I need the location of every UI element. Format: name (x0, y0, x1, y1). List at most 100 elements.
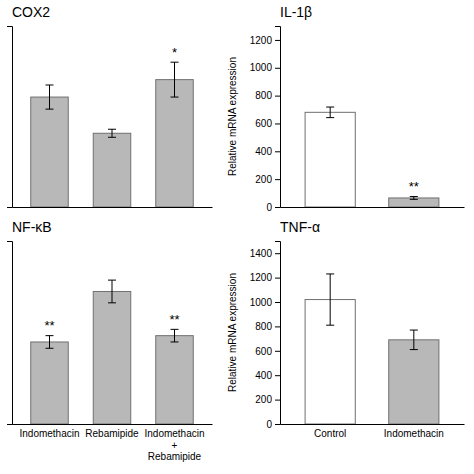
x-axis (13, 207, 213, 208)
y-tick-label: 400 (255, 146, 272, 157)
error-bar (410, 330, 418, 350)
y-axis (7, 27, 13, 208)
y-tick-label: 200 (255, 174, 272, 185)
annotation: ** (44, 318, 54, 333)
error-bar (108, 129, 116, 137)
error-bar (410, 197, 418, 200)
bar (93, 133, 131, 207)
y-axis-label: Relative mRNA expression (227, 273, 238, 392)
panel: Control Indomethacin 0 200 400 600 800 1000 1200… (227, 219, 465, 439)
bar (156, 80, 194, 207)
y-tick-mark (275, 375, 280, 376)
x-tick: Indomethacin+Rebamipide (144, 428, 204, 462)
y-axis-label: Relative mRNA expression (227, 57, 238, 176)
y-tick-mark (275, 351, 280, 352)
y-tick: 1000 (250, 297, 280, 308)
x-axis-line (281, 207, 465, 208)
y-tick-label: 800 (255, 90, 272, 101)
y-tick-label: 600 (255, 118, 272, 129)
annotation: * (172, 45, 177, 60)
y-tick-label: 1000 (250, 297, 273, 308)
bar (156, 336, 194, 424)
bar (93, 291, 131, 424)
y-tick-mark (275, 151, 280, 152)
y-tick: 200 (255, 174, 280, 185)
y-tick: 400 (255, 146, 280, 157)
bar (31, 342, 69, 424)
y-tick-label: 1000 (250, 62, 273, 73)
y-tick: 1200 (250, 35, 280, 46)
error-bar (171, 329, 179, 342)
x-tick-label: Indomethacin (384, 428, 444, 439)
panel: COX2 * (7, 4, 213, 208)
y-tick: 600 (255, 118, 280, 129)
chart-title: COX2 (12, 4, 50, 20)
error-bar (171, 62, 179, 97)
error-bar (108, 280, 116, 303)
y-tick: 800 (255, 90, 280, 101)
y-tick-mark (275, 400, 280, 401)
y-tick-label: 0 (266, 202, 272, 213)
y-axis: 0 200 400 600 800 1000 1200 1400 (250, 242, 281, 430)
y-tick-mark (275, 424, 280, 425)
y-axis: 0 200 400 600 800 1000 1200 (250, 27, 281, 213)
y-tick-mark (275, 123, 280, 124)
x-tick-label: Indomethacin (19, 428, 79, 439)
y-tick-mark (275, 326, 280, 327)
y-tick-mark (275, 278, 280, 279)
x-axis-line (281, 424, 465, 425)
x-tick: Indomethacin (19, 428, 79, 439)
y-tick-label: 0 (266, 419, 272, 430)
x-tick: Rebamipide (85, 428, 139, 439)
y-tick-mark (275, 302, 280, 303)
x-tick-label: Rebamipide (85, 428, 139, 439)
y-axis (7, 242, 13, 425)
y-tick: 800 (255, 321, 280, 332)
y-tick: 0 (266, 419, 280, 430)
error-bar (46, 85, 54, 109)
y-tick: 200 (255, 394, 280, 405)
y-tick: 1400 (250, 248, 280, 259)
y-axis-line (7, 242, 13, 425)
y-tick-mark (275, 253, 280, 254)
y-tick-label: 1200 (250, 272, 273, 283)
x-axis-line (13, 424, 213, 425)
panel: 0 200 400 600 800 1000 1200 Relative mRNA expre… (227, 4, 465, 213)
y-tick: 1200 (250, 272, 280, 283)
y-tick-mark (275, 40, 280, 41)
panel: Indomethacin Rebamipide Indomethacin+Rebam… (7, 219, 213, 462)
y-tick-label: 200 (255, 394, 272, 405)
plot-marks (31, 280, 194, 424)
x-tick: Indomethacin (384, 428, 444, 439)
x-axis: Control Indomethacin (281, 425, 465, 440)
y-axis-line (7, 27, 13, 208)
y-tick: 600 (255, 346, 280, 357)
x-tick-label: Control (314, 428, 346, 439)
bar (31, 97, 69, 207)
y-tick-mark (275, 96, 280, 97)
y-tick-label: 800 (255, 321, 272, 332)
annotation: ** (409, 179, 419, 194)
chart-title: TNF-α (280, 219, 320, 235)
plot-marks (305, 274, 439, 424)
y-tick-label: 400 (255, 370, 272, 381)
chart-title: NF-κB (12, 219, 52, 235)
x-tick: Control (314, 428, 346, 439)
y-tick-mark (275, 68, 280, 69)
y-axis-line (275, 27, 281, 208)
x-axis (281, 207, 465, 208)
error-bar (326, 274, 334, 325)
error-bar (46, 336, 54, 349)
bar (305, 112, 355, 207)
y-tick: 0 (266, 202, 280, 213)
y-tick: 400 (255, 370, 280, 381)
annotation: ** (169, 312, 179, 327)
plot-marks (305, 107, 439, 207)
x-axis: Indomethacin Rebamipide Indomethacin+Rebam… (13, 425, 213, 463)
bar (389, 340, 439, 424)
figure: COX2 * 0 200 400 600 800 1000 1200 Relative mRNA … (0, 0, 474, 474)
x-axis-line (13, 207, 213, 208)
y-tick-label: 1200 (250, 35, 273, 46)
y-tick-label: 1400 (250, 248, 273, 259)
y-tick-mark (275, 179, 280, 180)
